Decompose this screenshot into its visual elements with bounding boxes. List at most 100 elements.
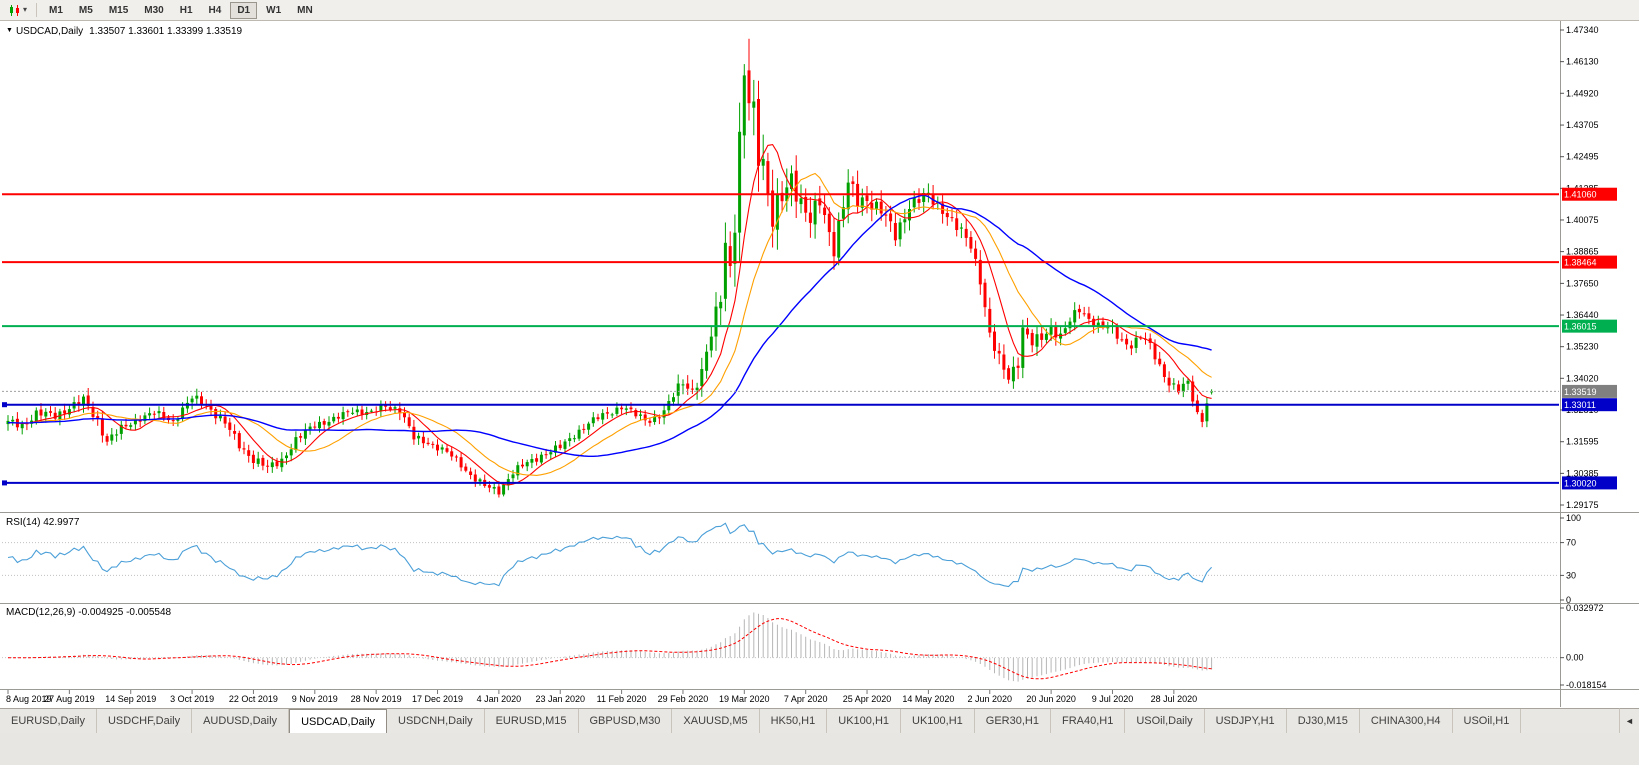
svg-text:1.37650: 1.37650 [1566,278,1599,288]
svg-text:2 Jun 2020: 2 Jun 2020 [967,694,1012,704]
chart-tab-xauusd-m5[interactable]: XAUUSD,M5 [672,709,760,733]
timeframe-button-m1[interactable]: M1 [49,4,63,16]
svg-text:1.33011: 1.33011 [1564,400,1596,410]
svg-text:70: 70 [1566,538,1576,548]
candlestick-chart-icon [10,4,19,16]
svg-text:1.31595: 1.31595 [1566,437,1599,447]
svg-text:1.43705: 1.43705 [1566,120,1599,130]
svg-text:9 Jul 2020: 9 Jul 2020 [1092,694,1134,704]
chevron-down-icon: ▾ [23,5,28,14]
svg-text:25 Apr 2020: 25 Apr 2020 [843,694,892,704]
chart-tab-gbpusd-m30[interactable]: GBPUSD,M30 [579,709,673,733]
svg-text:9 Nov 2019: 9 Nov 2019 [292,694,338,704]
price-level-tag [1562,187,1617,201]
ma-slow-line [8,194,1212,457]
ma-mid-line [7,172,1212,476]
chart-symbol-label: USDCAD,Daily [15,26,84,37]
svg-text:1.36015: 1.36015 [1564,322,1597,332]
chart-tab-usoil-h1[interactable]: USOil,H1 [1453,709,1522,733]
symbol-marker-icon[interactable]: ▼ [6,27,13,34]
rsi-indicator-label: RSI(14) 42.9977 [6,517,80,528]
timeframe-button-m30[interactable]: M30 [144,4,164,16]
chart-tabs-bar: EURUSD,Daily USDCHF,Daily AUDUSD,Daily USDC… [0,708,1639,733]
chart-ohlc-values: 1.33507 1.33601 1.33399 1.33519 [89,26,243,37]
svg-text:1.46130: 1.46130 [1566,57,1599,67]
price-level-tag [1562,398,1617,412]
chart-tab-dj30-m15[interactable]: DJ30,M15 [1287,709,1360,733]
chart-tab-usoil-daily[interactable]: USOil,Daily [1125,709,1205,733]
svg-text:28 Jul 2020: 28 Jul 2020 [1151,694,1198,704]
chart-title: ▼ USDCAD,Daily 1.33507 1.33601 1.33399 1.3… [6,26,242,37]
chart-tab-usdjpy-h1[interactable]: USDJPY,H1 [1205,709,1287,733]
svg-text:27 Aug 2019: 27 Aug 2019 [44,694,95,704]
pane-separators [0,21,1639,707]
chart-tab-usdchf-daily[interactable]: USDCHF,Daily [97,709,193,733]
svg-text:3 Oct 2019: 3 Oct 2019 [170,694,214,704]
svg-text:0: 0 [1566,595,1571,605]
chart-tab-usdcnh-daily[interactable]: USDCNH,Daily [387,709,485,733]
svg-text:1.35230: 1.35230 [1566,342,1599,352]
price-level-tag [1562,255,1617,269]
svg-text:1.30385: 1.30385 [1566,468,1599,478]
chart-tab-hk50-h1[interactable]: HK50,H1 [760,709,828,733]
price-level-tag [1562,319,1617,333]
svg-text:4 Jan 2020: 4 Jan 2020 [477,694,522,704]
tabs-scroll-left-button[interactable]: ◄ [1619,708,1639,733]
line-handle [2,402,7,408]
svg-text:1.47340: 1.47340 [1566,25,1599,35]
chart-tab-usdcad-daily[interactable]: USDCAD,Daily [289,709,388,733]
timeframe-button-m5[interactable]: M5 [78,4,93,16]
horizontal-level-lines[interactable]: 1.41060 1.38464 1.36015 1.33011 1.30020 [2,187,1617,490]
svg-text:1.30020: 1.30020 [1564,478,1597,488]
svg-text:1.34020: 1.34020 [1566,373,1599,383]
price-level-tag [1562,476,1617,490]
timeframe-button-h1[interactable]: H1 [179,4,193,16]
chart-tab-eurusd-daily[interactable]: EURUSD,Daily [0,709,97,733]
macd-signal-line [8,618,1212,680]
svg-text:11 Feb 2020: 11 Feb 2020 [597,694,647,704]
svg-text:1.40075: 1.40075 [1566,215,1599,225]
timeframe-button-h4[interactable]: H4 [208,4,222,16]
svg-text:1.38865: 1.38865 [1566,247,1599,257]
chart-type-button[interactable]: ▾ [4,2,31,19]
chart-tab-fra40-h1[interactable]: FRA40,H1 [1051,709,1126,733]
svg-text:1.44920: 1.44920 [1566,88,1599,98]
toolbar: ▾ M1 M5 M15 M30 H1 H4 D1 W1 MN [0,0,1639,21]
svg-text:14 May 2020: 14 May 2020 [902,694,954,704]
timeframe-toolbar: M1 M5 M15 M30 H1 H4 D1 W1 MN [42,1,320,19]
current-price-tag [1562,384,1617,398]
svg-text:23 Jan 2020: 23 Jan 2020 [535,694,585,704]
chart-tab-uk100-h1[interactable]: UK100,H1 [901,709,975,733]
chart-tab-china300-h4[interactable]: CHINA300,H4 [1360,709,1453,733]
svg-text:0.00: 0.00 [1566,653,1584,663]
timeframe-button-w1[interactable]: W1 [266,4,282,16]
status-bar [0,733,1639,765]
chart-tab-audusd-daily[interactable]: AUDUSD,Daily [192,709,290,733]
chart-background [0,21,1639,708]
svg-text:1.38464: 1.38464 [1564,258,1597,268]
svg-text:1.29175: 1.29175 [1566,500,1599,510]
svg-text:28 Nov 2019: 28 Nov 2019 [351,694,402,704]
svg-text:14 Sep 2019: 14 Sep 2019 [105,694,156,704]
svg-text:19 Mar 2020: 19 Mar 2020 [719,694,770,704]
svg-text:20 Jun 2020: 20 Jun 2020 [1026,694,1076,704]
svg-text:-0.018154: -0.018154 [1566,680,1607,690]
svg-text:7 Apr 2020: 7 Apr 2020 [784,694,828,704]
chart-tab-eurusd-m15[interactable]: EURUSD,M15 [485,709,579,733]
chart-tab-ger30-h1[interactable]: GER30,H1 [975,709,1051,733]
svg-text:29 Feb 2020: 29 Feb 2020 [658,694,709,704]
line-handle [2,480,7,486]
timeframe-button-mn[interactable]: MN [297,4,313,16]
timeframe-button-m15[interactable]: M15 [108,4,129,16]
timeframe-button-d1[interactable]: D1 [230,1,258,19]
svg-text:8 Aug 2019: 8 Aug 2019 [6,694,52,704]
ma-fast-line [7,143,1212,486]
svg-text:22 Oct 2019: 22 Oct 2019 [229,694,278,704]
svg-text:0.032972: 0.032972 [1566,603,1604,613]
svg-text:17 Dec 2019: 17 Dec 2019 [412,694,463,704]
chart-tab-uk100-h1[interactable]: UK100,H1 [827,709,902,733]
svg-text:1.36440: 1.36440 [1566,310,1599,320]
